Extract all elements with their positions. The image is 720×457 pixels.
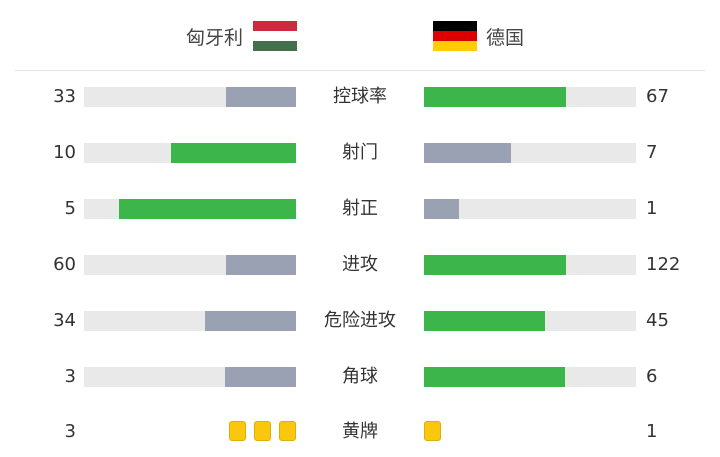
home-bar-fill xyxy=(225,367,296,387)
stat-label: 射门 xyxy=(342,142,378,163)
home-bar xyxy=(84,87,296,107)
stat-row: 10 射门 7 xyxy=(0,141,720,165)
away-value: 7 xyxy=(646,142,658,163)
away-team-name: 德国 xyxy=(486,26,525,49)
away-bar-fill xyxy=(424,311,545,331)
home-value: 3 xyxy=(64,421,76,442)
home-bar xyxy=(84,367,296,387)
home-bar xyxy=(84,255,296,275)
home-value: 3 xyxy=(64,366,76,387)
stat-label: 黄牌 xyxy=(342,421,378,442)
away-bar xyxy=(424,143,636,163)
stat-label: 控球率 xyxy=(333,86,387,107)
away-value: 1 xyxy=(646,198,658,219)
yellow-card-row: 3 黄牌 1 xyxy=(0,420,720,444)
yellow-card-icon xyxy=(254,421,271,441)
away-bar xyxy=(424,255,636,275)
germany-flag-icon xyxy=(433,21,477,51)
away-bar-fill xyxy=(424,143,512,163)
away-bar-fill xyxy=(424,87,567,107)
home-bar xyxy=(84,199,296,219)
home-bar-fill xyxy=(226,87,296,107)
away-value: 122 xyxy=(646,254,681,275)
home-value: 60 xyxy=(53,254,76,275)
away-value: 45 xyxy=(646,310,669,331)
away-team: 德国 xyxy=(433,20,524,52)
stat-label: 角球 xyxy=(342,366,378,387)
stat-row: 33 控球率 67 xyxy=(0,85,720,109)
home-team-name: 匈牙利 xyxy=(186,26,244,49)
home-value: 5 xyxy=(64,198,76,219)
stat-row: 34 危险进攻 45 xyxy=(0,309,720,333)
stat-label: 射正 xyxy=(342,198,378,219)
home-bar-fill xyxy=(204,311,296,331)
away-bar xyxy=(424,311,636,331)
home-bar-fill xyxy=(171,143,296,163)
stat-row: 3 角球 6 xyxy=(0,365,720,389)
stat-row: 5 射正 1 xyxy=(0,197,720,221)
away-bar-fill xyxy=(424,255,567,275)
home-team: 匈牙利 xyxy=(186,20,298,52)
away-value: 1 xyxy=(646,421,658,442)
stat-label: 危险进攻 xyxy=(324,310,396,331)
yellow-card-icon xyxy=(229,421,246,441)
home-bar-fill xyxy=(226,255,296,275)
yellow-card-icon xyxy=(279,421,296,441)
home-bar-fill xyxy=(119,199,296,219)
home-value: 33 xyxy=(53,86,76,107)
divider xyxy=(14,70,706,71)
home-value: 10 xyxy=(53,142,76,163)
stat-row: 60 进攻 122 xyxy=(0,253,720,277)
home-value: 34 xyxy=(53,310,76,331)
home-bar xyxy=(84,311,296,331)
away-bar-fill xyxy=(424,199,460,219)
away-value: 6 xyxy=(646,366,658,387)
away-bar xyxy=(424,87,636,107)
hungary-flag-icon xyxy=(253,21,298,51)
yellow-card-icon xyxy=(424,421,441,441)
away-bar xyxy=(424,367,636,387)
home-bar xyxy=(84,143,296,163)
stat-label: 进攻 xyxy=(342,254,378,275)
away-value: 67 xyxy=(646,86,669,107)
away-bar-fill xyxy=(424,367,566,387)
away-bar xyxy=(424,199,636,219)
